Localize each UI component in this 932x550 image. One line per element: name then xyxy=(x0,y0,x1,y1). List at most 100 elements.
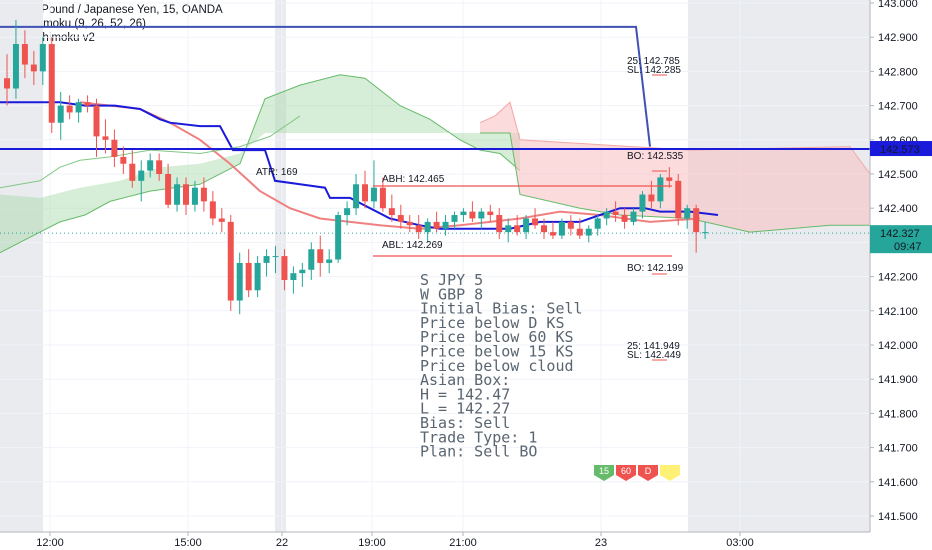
candle-body xyxy=(612,211,619,216)
plan-text-line: Price below 15 KS xyxy=(420,343,574,361)
candle-body xyxy=(514,225,521,233)
x-tick-label: 12:00 xyxy=(36,537,64,549)
candle-body xyxy=(12,44,19,89)
y-tick-label: 142.500 xyxy=(878,169,918,181)
y-tick-label: 141.600 xyxy=(878,477,918,489)
y-tick-label: 142.000 xyxy=(878,340,918,352)
plan-text-line: Price below 60 KS xyxy=(420,328,574,346)
candle-body xyxy=(254,262,261,291)
candle-body xyxy=(549,232,556,236)
candle-body xyxy=(532,218,539,226)
y-tick-label: 142.700 xyxy=(878,101,918,113)
candle-body xyxy=(21,44,28,65)
chikou-span xyxy=(0,115,301,189)
timeframe-badge xyxy=(660,465,680,481)
plan-text-line: Trade Type: 1 xyxy=(420,428,537,446)
candle-body xyxy=(558,221,565,236)
candle-body xyxy=(75,102,82,113)
ichimoku-cloud-bullish xyxy=(0,74,520,253)
candle-body xyxy=(200,187,207,202)
candle-body xyxy=(308,249,315,270)
candle-body xyxy=(156,160,163,174)
candle-body xyxy=(675,180,682,219)
candle-body xyxy=(505,225,512,233)
candle-body xyxy=(487,211,494,216)
y-tick-label: 141.900 xyxy=(878,374,918,386)
senkou-span-a-right xyxy=(480,132,870,233)
x-tick-label: 03:00 xyxy=(726,537,754,549)
target-high-label: 25: 142.785 xyxy=(627,56,680,67)
y-tick-label: 142.800 xyxy=(878,66,918,78)
x-tick-label: 21:00 xyxy=(449,537,477,549)
abh-label: ABH: 142.465 xyxy=(382,174,445,185)
x-tick-label: 22 xyxy=(276,537,288,549)
badge-shape xyxy=(660,465,680,481)
candle-body xyxy=(218,218,225,222)
candle-body xyxy=(272,256,279,258)
candle-body xyxy=(4,78,10,89)
plan-text-line: Asian Box: xyxy=(420,371,510,389)
candle-body xyxy=(630,211,637,222)
candle-body xyxy=(281,256,288,281)
candle-body xyxy=(111,139,118,157)
price-line-tag xyxy=(870,141,932,157)
candle-body xyxy=(66,105,73,113)
candle-body xyxy=(639,194,646,212)
plan-text-line: H = 142.47 xyxy=(420,385,510,403)
price-axis-bg[interactable] xyxy=(870,0,932,550)
candle-body xyxy=(702,232,709,234)
plan-text-line: S JPY 5 xyxy=(420,271,483,289)
candle-body xyxy=(48,44,55,123)
time-axis-bg[interactable] xyxy=(0,532,870,550)
session-shade xyxy=(688,0,870,532)
candle-body xyxy=(245,262,252,291)
y-tick-label: 142.100 xyxy=(878,306,918,318)
candle-body xyxy=(567,221,574,229)
x-tick-label: 15:00 xyxy=(174,537,202,549)
timeframe-badge: 60 xyxy=(616,465,636,481)
candle-body xyxy=(174,184,181,205)
candle-body xyxy=(460,211,467,216)
current-price-tag xyxy=(870,225,932,254)
target-low-label: 25: 141.949 xyxy=(627,341,680,352)
chart-title: British Pound / Japanese Yen, 15, OANDA xyxy=(6,4,223,16)
candle-body xyxy=(93,105,100,137)
candle-body xyxy=(576,228,583,236)
kijun-sen-line xyxy=(0,101,719,230)
ichimoku-cloud-bearish xyxy=(480,102,870,233)
badge-label: D xyxy=(645,466,652,476)
timeframe-badge: D xyxy=(638,465,658,481)
price-line-tag-label: 142.573 xyxy=(880,144,920,156)
candle-body xyxy=(263,256,270,263)
candle-body xyxy=(424,221,431,233)
y-tick-label: 141.700 xyxy=(878,443,918,455)
bo-low-label: BO: 142.199 xyxy=(627,263,684,274)
candle-body xyxy=(317,249,324,263)
candle-body xyxy=(594,218,601,229)
candle-body xyxy=(370,187,377,202)
bar-countdown-label: 09:47 xyxy=(894,241,922,253)
candle-body xyxy=(415,225,422,233)
y-tick-label: 143.000 xyxy=(878,0,918,10)
candle-body xyxy=(469,211,476,219)
plan-text-line: Plan: Sell BO xyxy=(420,443,537,461)
candle-body xyxy=(379,187,386,209)
candle-body xyxy=(478,211,485,219)
candle-body xyxy=(666,177,673,181)
stop-low-label: SL: 142.449 xyxy=(627,350,681,361)
plan-text-line: W GBP 8 xyxy=(420,285,483,303)
candle-body xyxy=(183,184,189,205)
candle-body xyxy=(30,64,37,72)
stop-high-label: SL: 142.285 xyxy=(627,65,681,76)
candle-body xyxy=(165,174,172,205)
y-tick-label: 142.200 xyxy=(878,272,918,284)
badge-shape xyxy=(616,465,636,481)
candle-body xyxy=(84,102,91,106)
candle-body xyxy=(335,215,342,260)
candle-body xyxy=(621,215,628,222)
candle-body xyxy=(442,221,449,229)
candle-body xyxy=(684,208,691,219)
candle-body xyxy=(344,208,351,216)
bo-high-label: BO: 142.535 xyxy=(627,151,684,162)
